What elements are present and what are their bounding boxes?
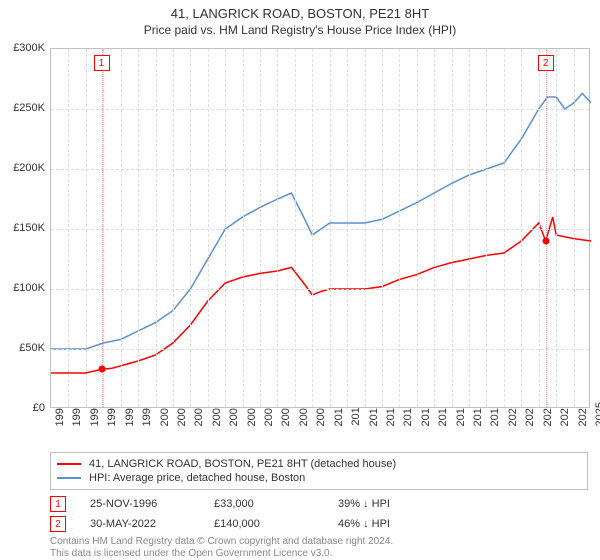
gridline-vertical <box>103 49 104 407</box>
gridline-vertical <box>382 49 383 407</box>
transaction-row: 2 30-MAY-2022 £140,000 46% ↓ HPI <box>50 516 588 532</box>
gridline-horizontal <box>51 229 589 230</box>
gridline-vertical <box>330 49 331 407</box>
gridline-vertical <box>190 49 191 407</box>
transaction-row: 1 25-NOV-1996 £33,000 39% ↓ HPI <box>50 496 588 512</box>
y-tick-label: £150K <box>13 222 45 234</box>
gridline-vertical <box>138 49 139 407</box>
legend-label: HPI: Average price, detached house, Bost… <box>89 472 305 484</box>
y-tick-label: £100K <box>13 282 45 294</box>
gridline-vertical <box>452 49 453 407</box>
gridline-vertical <box>173 49 174 407</box>
transaction-row-marker: 2 <box>50 516 66 532</box>
gridline-horizontal <box>51 169 589 170</box>
transaction-diff: 39% ↓ HPI <box>338 498 438 510</box>
gridline-vertical <box>504 49 505 407</box>
transaction-marker-2: 2 <box>538 55 554 71</box>
series-hpi <box>51 93 591 349</box>
x-tick-label: 2025 <box>594 402 600 442</box>
y-tick-label: £200K <box>13 162 45 174</box>
gridline-vertical <box>469 49 470 407</box>
legend-item: 41, LANGRICK ROAD, BOSTON, PE21 8HT (det… <box>57 457 581 471</box>
chart-subtitle: Price paid vs. HM Land Registry's House … <box>0 21 600 41</box>
gridline-horizontal <box>51 109 589 110</box>
gridline-vertical <box>574 49 575 407</box>
y-tick-label: £250K <box>13 102 45 114</box>
footer-attribution: Contains HM Land Registry data © Crown c… <box>50 536 588 560</box>
transaction-row-marker: 1 <box>50 496 66 512</box>
y-tick-label: £0 <box>33 402 45 414</box>
legend: 41, LANGRICK ROAD, BOSTON, PE21 8HT (det… <box>50 452 588 490</box>
gridline-vertical <box>521 49 522 407</box>
gridline-vertical <box>86 49 87 407</box>
gridline-vertical <box>365 49 366 407</box>
y-tick-label: £300K <box>13 42 45 54</box>
transaction-vline <box>546 49 547 407</box>
legend-swatch <box>57 463 81 465</box>
footer-line-2: This data is licensed under the Open Gov… <box>50 548 588 560</box>
gridline-vertical <box>399 49 400 407</box>
gridline-vertical <box>417 49 418 407</box>
gridline-vertical <box>486 49 487 407</box>
plot-area: 12 <box>50 48 590 408</box>
gridline-vertical <box>295 49 296 407</box>
transaction-marker-1: 1 <box>94 55 110 71</box>
gridline-horizontal <box>51 289 589 290</box>
gridline-vertical <box>121 49 122 407</box>
chart-container: 41, LANGRICK ROAD, BOSTON, PE21 8HT Pric… <box>0 0 600 560</box>
y-tick-label: £50K <box>19 342 45 354</box>
gridline-vertical <box>347 49 348 407</box>
transaction-dot-2 <box>542 238 549 245</box>
footer-line-1: Contains HM Land Registry data © Crown c… <box>50 536 588 548</box>
legend-label: 41, LANGRICK ROAD, BOSTON, PE21 8HT (det… <box>89 458 396 470</box>
gridline-vertical <box>539 49 540 407</box>
gridline-vertical <box>260 49 261 407</box>
gridline-vertical <box>208 49 209 407</box>
gridline-vertical <box>156 49 157 407</box>
gridline-vertical <box>312 49 313 407</box>
transaction-price: £140,000 <box>214 518 314 530</box>
transaction-diff: 46% ↓ HPI <box>338 518 438 530</box>
transaction-vline <box>102 49 103 407</box>
legend-item: HPI: Average price, detached house, Bost… <box>57 471 581 485</box>
transaction-dot-1 <box>98 366 105 373</box>
gridline-vertical <box>277 49 278 407</box>
gridline-horizontal <box>51 349 589 350</box>
transaction-date: 25-NOV-1996 <box>90 498 190 510</box>
gridline-vertical <box>556 49 557 407</box>
gridline-vertical <box>243 49 244 407</box>
gridline-vertical <box>68 49 69 407</box>
gridline-vertical <box>434 49 435 407</box>
chart-title: 41, LANGRICK ROAD, BOSTON, PE21 8HT <box>0 0 600 21</box>
transaction-date: 30-MAY-2022 <box>90 518 190 530</box>
legend-swatch <box>57 477 81 479</box>
transaction-price: £33,000 <box>214 498 314 510</box>
gridline-vertical <box>225 49 226 407</box>
